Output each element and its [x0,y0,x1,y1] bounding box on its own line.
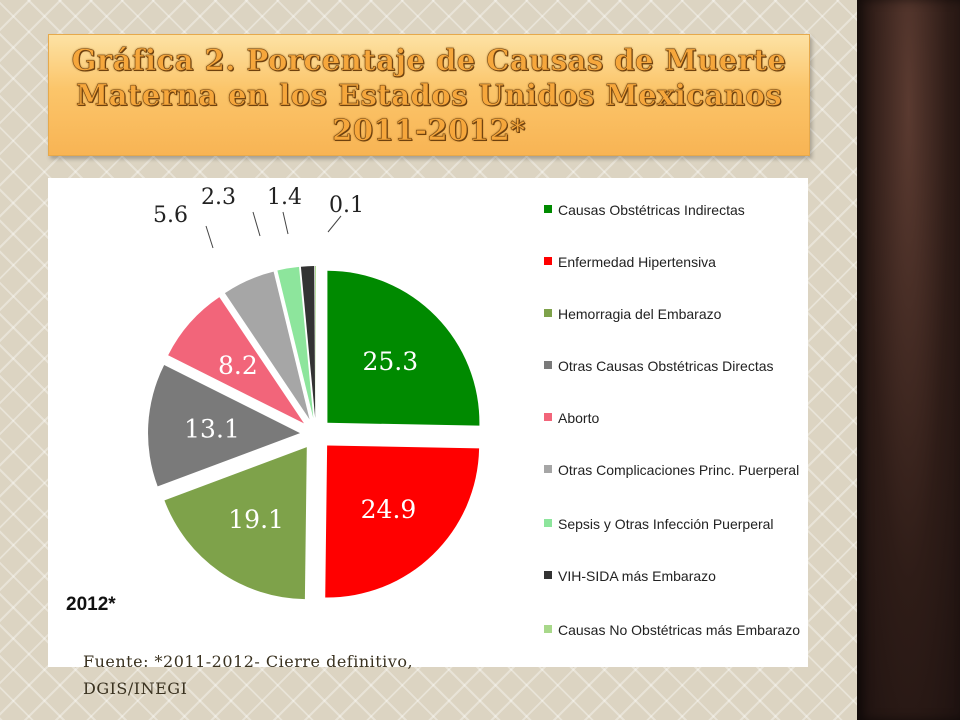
slice-value-label: 0.1 [329,193,364,218]
legend-swatch [544,257,552,265]
label-leader-line [205,225,214,249]
pie-chart: 25.3 24.9 19.1 13.1 8.2 5.6 2.3 1.4 0.1 [148,185,480,600]
legend-item: Hemorragia del Embarazo [544,304,804,324]
label-leader-line [282,211,289,235]
legend-label: Enfermedad Hipertensiva [558,254,716,270]
slice-value-label: 1.4 [267,185,302,210]
pie-slice [164,447,307,600]
legend-swatch [544,571,552,579]
chart-year-label: 2012* [66,594,116,615]
pie-slice [168,297,304,424]
legend-item: Causas Obstétricas Indirectas [544,200,804,220]
legend-label: VIH-SIDA más Embarazo [558,568,716,584]
legend-item: Enfermedad Hipertensiva [544,252,804,272]
pie-chart-panel: 25.3 24.9 19.1 13.1 8.2 5.6 2.3 1.4 0.1 Causas O… [48,178,808,667]
legend-item: Causas No Obstétricas más Embarazo [544,620,804,640]
slice-value-label: 5.6 [153,203,188,228]
legend-item: Otras Causas Obstétricas Directas [544,356,804,376]
source-note: Fuente: *2011-2012- Cierre definitivo, D… [83,652,414,698]
pie-slice [224,271,310,420]
pie-slice [325,445,480,598]
legend-swatch [544,625,552,633]
legend-label: Hemorragia del Embarazo [558,306,722,322]
pie-slice [314,266,316,419]
legend-swatch [544,413,552,421]
legend-swatch [544,309,552,317]
legend-swatch [544,361,552,369]
pie-slice [148,364,301,487]
slice-value-label: 19.1 [228,505,284,534]
slice-value-label: 24.9 [361,495,417,524]
pie-slice [327,270,480,426]
legend-swatch [544,465,552,473]
slice-value-label: 2.3 [201,185,236,210]
legend-label: Sepsis y Otras Infección Puerperal [558,516,774,532]
slice-value-label: 8.2 [218,351,258,380]
pie-slice [277,266,314,419]
slice-value-label: 13.1 [184,414,240,443]
legend-label: Causas Obstétricas Indirectas [558,202,745,218]
legend-swatch [544,519,552,527]
pie-slice [300,266,316,419]
legend-item: Otras Complicaciones Princ. Puerperal [544,460,804,480]
legend-swatch [544,205,552,213]
label-leader-line [252,211,261,237]
title-banner: Gráfica 2. Porcentaje de Causas de Muert… [48,34,810,156]
slice-value-label: 25.3 [363,347,419,376]
legend-label: Otras Causas Obstétricas Directas [558,358,774,374]
legend-label: Otras Complicaciones Princ. Puerperal [558,462,800,478]
legend-item: Sepsis y Otras Infección Puerperal [544,514,804,534]
legend-label: Causas No Obstétricas más Embarazo [558,622,800,638]
legend-item: VIH-SIDA más Embarazo [544,566,804,586]
slide-title: Gráfica 2. Porcentaje de Causas de Muert… [71,42,787,147]
label-leader-line [327,215,342,233]
legend-item: Aborto [544,408,804,428]
decorative-side-panel [857,0,960,720]
legend-label: Aborto [558,410,600,426]
